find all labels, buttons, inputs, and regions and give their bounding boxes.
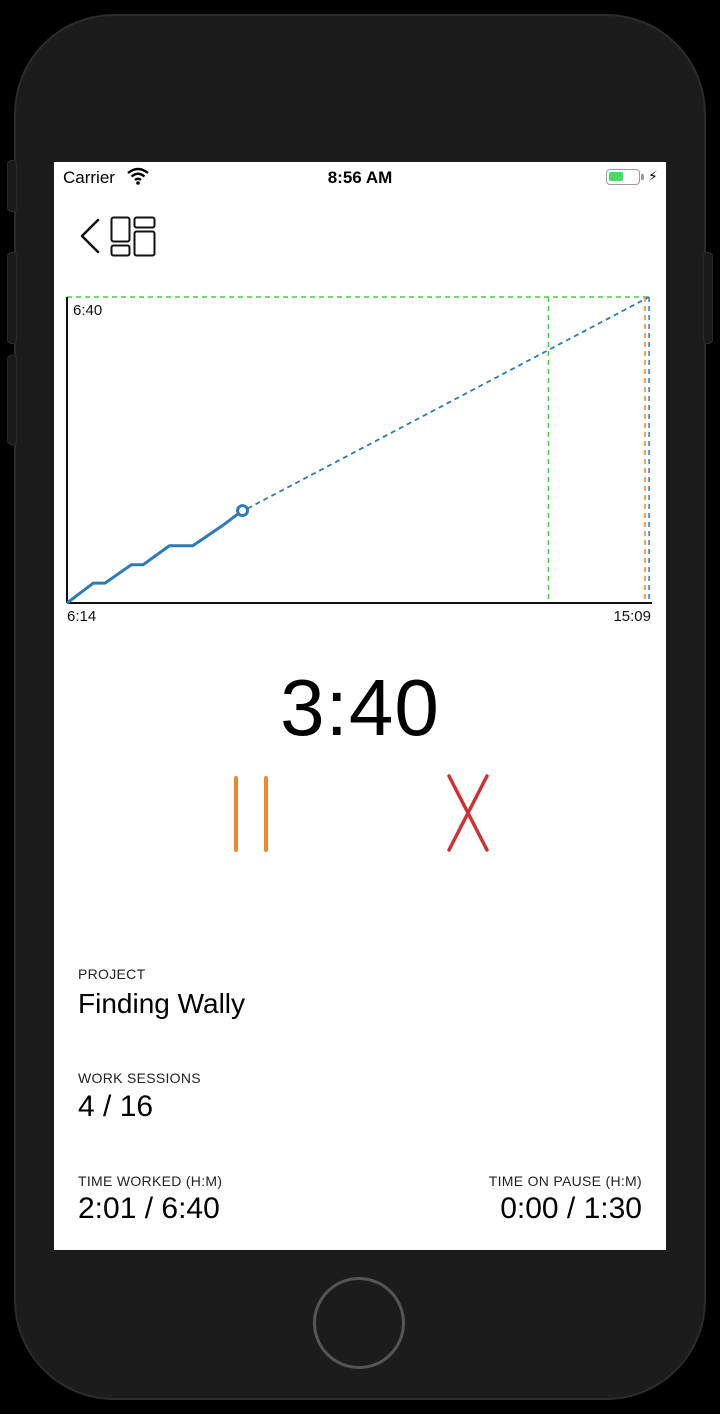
pause-bar-left — [234, 776, 238, 852]
chevron-left-icon — [80, 218, 100, 254]
time-worked-label: TIME WORKED (H:M) — [78, 1173, 223, 1189]
back-button[interactable] — [78, 216, 104, 256]
charging-bolt-icon: ⚡ — [648, 168, 658, 184]
project-label: PROJECT — [78, 966, 146, 982]
chart-x-end-label: 15:09 — [613, 608, 651, 625]
close-icon — [447, 774, 489, 852]
pause-bar-right — [264, 776, 268, 852]
app-screen: Carrier 8:56 AM ⚡ 6:40 6:1 — [54, 162, 666, 1250]
chart-y-top-label: 6:40 — [73, 302, 102, 319]
battery-icon — [606, 169, 644, 185]
dashboard-button[interactable] — [110, 216, 156, 258]
carrier-label: Carrier — [63, 168, 115, 187]
dashboard-layout-icon — [110, 216, 156, 257]
work-sessions-value: 4 / 16 — [78, 1090, 154, 1123]
chart-current-marker — [236, 504, 249, 518]
volume-down-button — [7, 355, 17, 445]
progress-chart: 6:40 6:14 15:09 — [66, 296, 652, 625]
mute-switch — [7, 160, 17, 212]
project-value: Finding Wally — [78, 988, 246, 1019]
countdown-timer: 3:40 — [280, 663, 440, 752]
chart-projection-line — [239, 296, 650, 514]
pause-button[interactable] — [224, 768, 280, 854]
work-sessions-label: WORK SESSIONS — [78, 1070, 201, 1086]
wifi-icon — [127, 167, 149, 185]
chart-x-start-label: 6:14 — [67, 608, 96, 625]
battery-fill — [609, 172, 623, 181]
chart-actual-line — [66, 511, 241, 605]
power-button — [703, 252, 713, 344]
volume-up-button — [7, 252, 17, 344]
time-on-pause-label: TIME ON PAUSE (H:M) — [488, 1173, 642, 1189]
time-worked-value: 2:01 / 6:40 — [78, 1192, 220, 1225]
stop-button[interactable] — [442, 768, 494, 854]
status-time: 8:56 AM — [327, 168, 393, 187]
time-on-pause-value: 0:00 / 1:30 — [500, 1192, 642, 1225]
home-button[interactable] — [313, 1277, 405, 1369]
status-bar: Carrier 8:56 AM ⚡ — [54, 162, 666, 192]
